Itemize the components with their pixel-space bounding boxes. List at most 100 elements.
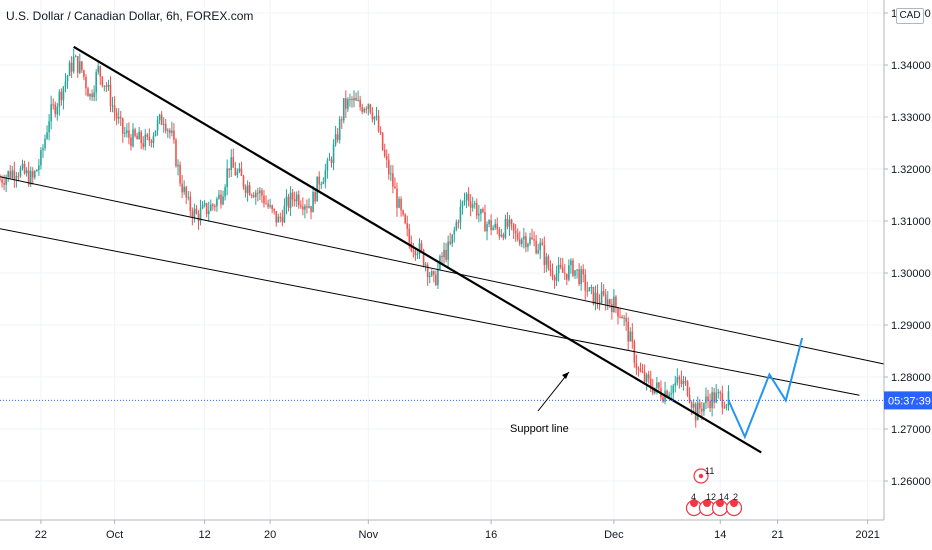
candle bbox=[539, 237, 542, 260]
time-axis[interactable]: 22 Oct 12 20 Nov 16 Dec 14 21 2021 bbox=[0, 519, 932, 550]
candle bbox=[58, 89, 61, 116]
candle bbox=[543, 236, 546, 274]
candle bbox=[136, 132, 138, 140]
trendline-3 bbox=[0, 228, 860, 396]
candle bbox=[171, 121, 173, 137]
candle bbox=[478, 204, 480, 223]
candle bbox=[236, 168, 239, 178]
candle bbox=[641, 364, 644, 374]
candle bbox=[445, 243, 447, 263]
candle bbox=[658, 381, 660, 391]
candle bbox=[156, 116, 159, 136]
price-tick-label: 1.33000 bbox=[891, 112, 931, 124]
candle bbox=[392, 165, 394, 194]
candle bbox=[492, 225, 494, 231]
candle bbox=[611, 298, 613, 320]
candle bbox=[281, 209, 284, 227]
candle bbox=[275, 210, 278, 227]
candle bbox=[336, 127, 339, 143]
candle bbox=[56, 103, 59, 121]
candle bbox=[318, 171, 321, 191]
candle bbox=[426, 262, 429, 286]
candle bbox=[179, 161, 181, 187]
price-tick-label: 1.28000 bbox=[891, 372, 931, 384]
candle bbox=[42, 144, 44, 158]
candle bbox=[17, 172, 20, 182]
candle bbox=[285, 189, 288, 215]
candle bbox=[322, 177, 325, 185]
candle bbox=[371, 107, 374, 123]
candle bbox=[189, 191, 192, 217]
candle bbox=[134, 127, 136, 138]
candle bbox=[226, 159, 228, 196]
candle bbox=[629, 327, 632, 342]
candle bbox=[709, 393, 711, 413]
candle bbox=[674, 375, 677, 393]
candle bbox=[142, 136, 145, 150]
candle bbox=[545, 252, 548, 273]
price-axis[interactable]: 1.26000 1.27000 1.28000 1.29000 1.30000 1.310… bbox=[883, 0, 932, 550]
candle bbox=[359, 95, 361, 111]
candle bbox=[13, 161, 16, 188]
trendlines[interactable] bbox=[0, 45, 885, 454]
candle bbox=[130, 134, 132, 151]
candle bbox=[680, 370, 683, 388]
candle bbox=[267, 199, 269, 209]
candle bbox=[259, 187, 261, 201]
candle bbox=[394, 177, 396, 189]
candle bbox=[416, 251, 419, 260]
candle bbox=[185, 185, 188, 204]
candle bbox=[643, 364, 646, 385]
candle bbox=[248, 181, 251, 196]
candle bbox=[617, 306, 619, 325]
candle bbox=[279, 212, 282, 223]
candle bbox=[547, 254, 550, 271]
candle bbox=[109, 76, 112, 113]
candle bbox=[533, 231, 535, 247]
candle bbox=[580, 265, 582, 291]
candle bbox=[244, 184, 247, 198]
candle bbox=[721, 385, 724, 415]
candle bbox=[191, 207, 194, 226]
candle bbox=[11, 165, 14, 180]
candle bbox=[482, 207, 484, 214]
currency-badge[interactable]: CAD bbox=[896, 8, 924, 24]
candle bbox=[443, 242, 445, 264]
candle bbox=[295, 191, 298, 208]
candle bbox=[220, 190, 222, 209]
candle bbox=[367, 103, 370, 116]
candle bbox=[246, 180, 249, 202]
event-flag bbox=[703, 499, 711, 507]
candle bbox=[494, 219, 497, 230]
candle bbox=[353, 90, 355, 108]
price-tick-label: 1.30000 bbox=[891, 268, 931, 280]
candle bbox=[518, 231, 521, 247]
candle bbox=[379, 126, 382, 136]
candle bbox=[38, 159, 40, 176]
candle bbox=[326, 157, 329, 179]
candle bbox=[144, 129, 147, 151]
candle bbox=[719, 390, 722, 400]
candle bbox=[639, 362, 642, 373]
events-group[interactable]: 11 4 12 14 2 bbox=[685, 466, 743, 517]
candle bbox=[148, 128, 151, 146]
candle bbox=[271, 204, 273, 214]
time-tick-label: 22 bbox=[35, 529, 47, 541]
candle bbox=[62, 86, 65, 110]
price-tag-bg bbox=[884, 391, 932, 410]
candle bbox=[633, 339, 636, 368]
candle bbox=[600, 282, 603, 305]
arrow-head bbox=[562, 372, 569, 379]
candle bbox=[349, 93, 351, 107]
candle bbox=[342, 98, 345, 124]
candle bbox=[265, 195, 267, 205]
candle bbox=[727, 385, 730, 411]
candle bbox=[604, 289, 607, 311]
candle bbox=[725, 403, 728, 411]
candle bbox=[713, 387, 715, 409]
candle bbox=[277, 213, 280, 223]
candle bbox=[467, 187, 470, 207]
candle bbox=[101, 76, 104, 88]
candle bbox=[363, 107, 366, 114]
